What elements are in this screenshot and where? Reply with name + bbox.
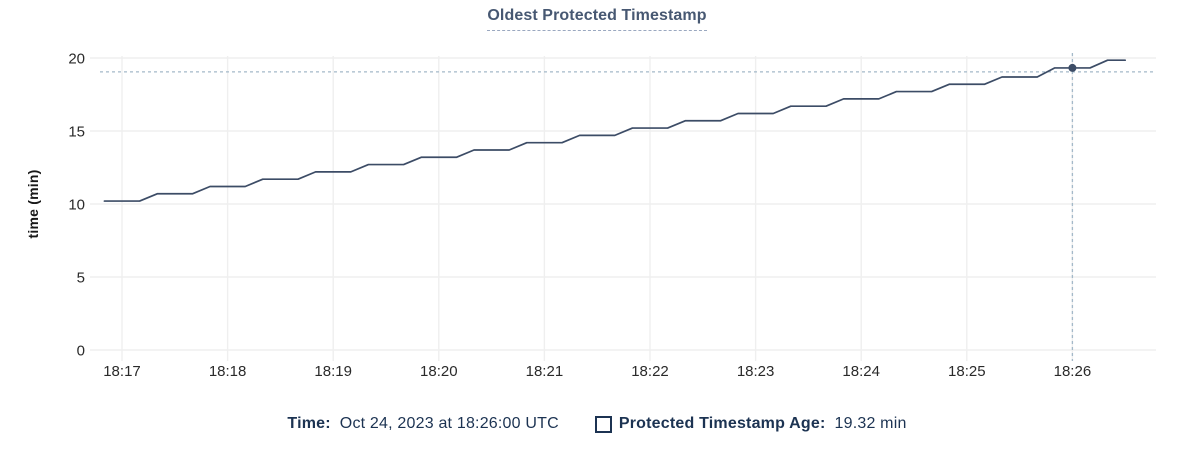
series-checkbox-icon[interactable] — [594, 415, 612, 433]
chart-title[interactable]: Oldest Protected Timestamp — [487, 7, 707, 31]
svg-text:10: 10 — [68, 197, 85, 214]
svg-text:5: 5 — [77, 270, 85, 287]
svg-text:18:24: 18:24 — [842, 363, 880, 380]
svg-text:18:22: 18:22 — [631, 363, 669, 380]
hover-legend: Time: Oct 24, 2023 at 18:26:00 UTC Prote… — [0, 415, 1194, 433]
legend-series-value: 19.32 min — [834, 415, 907, 432]
chart-title-row: Oldest Protected Timestamp — [0, 7, 1194, 31]
line-chart[interactable]: 0 5 10 15 20 18:17 18:18 18:19 18:20 18:21 18:22 18… — [0, 0, 1194, 400]
legend-series-label[interactable]: Protected Timestamp Age: — [618, 415, 826, 432]
legend-time: Time: Oct 24, 2023 at 18:26:00 UTC — [287, 415, 558, 433]
svg-text:18:21: 18:21 — [526, 363, 564, 380]
svg-text:0: 0 — [77, 343, 85, 360]
svg-text:15: 15 — [68, 124, 85, 141]
legend-time-value: Oct 24, 2023 at 18:26:00 UTC — [339, 415, 559, 432]
series-line — [103, 59, 1127, 202]
hover-point-dot — [1068, 63, 1077, 72]
svg-text:20: 20 — [68, 51, 85, 68]
svg-text:18:26: 18:26 — [1054, 363, 1092, 380]
svg-text:18:19: 18:19 — [314, 363, 352, 380]
svg-text:18:23: 18:23 — [737, 363, 775, 380]
grid-lines — [90, 56, 1156, 361]
legend-time-label: Time: — [287, 415, 331, 432]
svg-text:18:17: 18:17 — [103, 363, 141, 380]
hover-crosshair — [100, 53, 1156, 361]
svg-text:18:18: 18:18 — [209, 363, 247, 380]
svg-text:18:20: 18:20 — [420, 363, 458, 380]
axis-tick-labels: 0 5 10 15 20 18:17 18:18 18:19 18:20 18:21 18:22 18… — [68, 51, 1091, 381]
svg-text:18:25: 18:25 — [948, 363, 986, 380]
legend-series: Protected Timestamp Age: 19.32 min — [594, 415, 907, 433]
